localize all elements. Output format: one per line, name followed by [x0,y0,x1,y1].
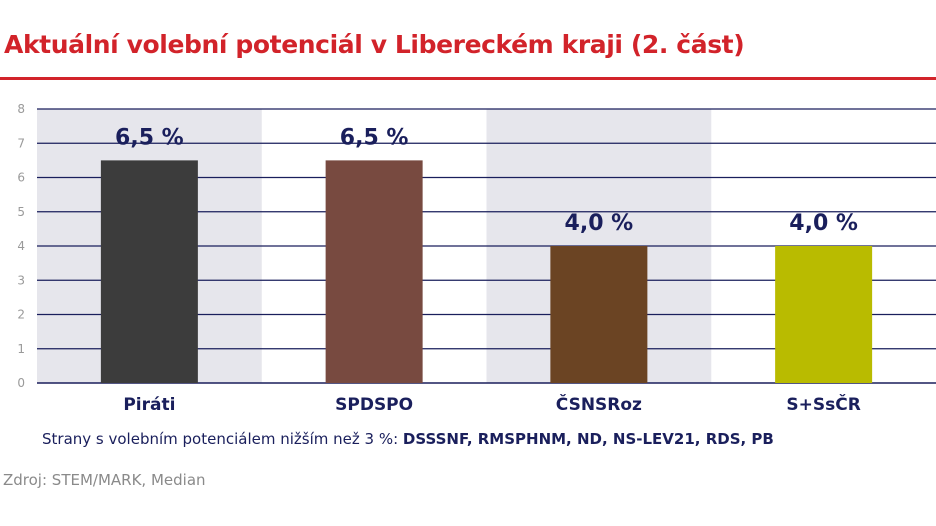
x-tick-label: Piráti [123,395,175,415]
value-label: 6,5 % [340,125,409,150]
y-tick-label: 8 [17,102,25,116]
value-labels: 6,5 % 6,5 % 4,0 % 4,0 % [115,125,858,236]
note-parties: DSSSNF, RMSPHNM, ND, NS-LEV21, RDS, PB [402,430,774,448]
bar-pirati [100,160,198,383]
y-tick-label: 5 [17,205,25,219]
value-label: 4,0 % [565,211,634,236]
title-divider [0,77,936,80]
x-tick-label: SPDSPO [335,395,413,415]
y-tick-label: 6 [17,171,25,185]
source-credit: Zdroj: STEM/MARK, Median [3,471,206,489]
bar-spdspo [325,160,423,383]
y-tick-label: 7 [17,136,25,150]
x-tick-label: ČSNSRoz [556,393,642,415]
y-tick-label: 0 [17,376,25,390]
bar-s-sscr [775,246,873,383]
x-tick-label: S+SsČR [786,393,860,415]
y-axis-ticks: 0 1 2 3 4 5 6 7 8 [17,102,25,390]
chart-title: Aktuální volební potenciál v Libereckém … [4,30,745,59]
bar-chart: 0 1 2 3 4 5 6 7 8 6,5 % 6,5 % 4,0 % 4,0 % Piráti SPD… [17,102,936,415]
value-label: 4,0 % [789,211,858,236]
value-label: 6,5 % [115,125,184,150]
y-tick-label: 3 [17,273,25,287]
bars [100,160,873,383]
low-potential-note: Strany s volebním potenciálem nižším než… [42,430,774,448]
note-prefix: Strany s volebním potenciálem nižším než… [42,430,399,448]
y-tick-label: 4 [17,239,25,253]
x-axis-ticks: Piráti SPDSPO ČSNSRoz S+SsČR [123,393,861,415]
y-tick-label: 2 [17,308,25,322]
y-tick-label: 1 [17,342,25,356]
bar-csnsroz [550,246,648,383]
